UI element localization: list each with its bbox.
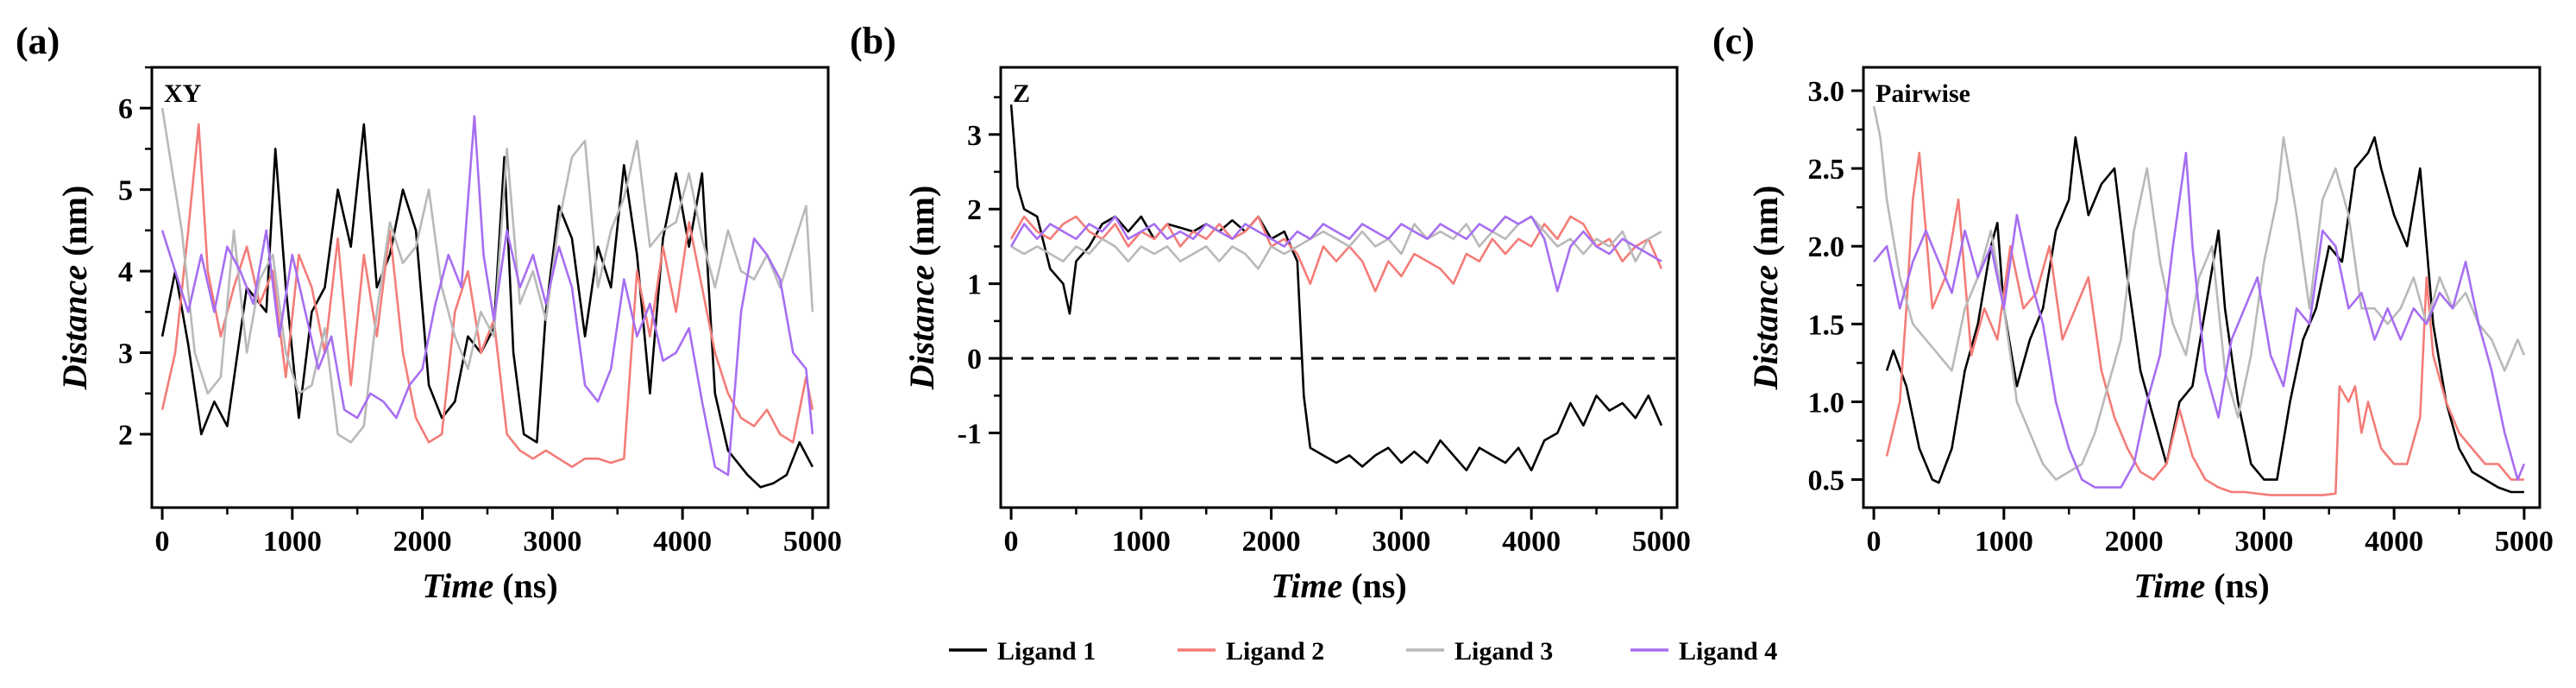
x-tick-label: 4000 (1502, 526, 1561, 558)
y-tick-label: 0.5 (1808, 465, 1845, 497)
y-tick-label: 2.5 (1808, 154, 1845, 186)
y-tick-label: 1 (967, 269, 982, 301)
plot-frame (1862, 66, 2541, 509)
y-axis-title: Distance (nm) (1746, 186, 1785, 391)
series-line-ligand-2 (1009, 215, 1663, 293)
y-tick-label: 5 (118, 175, 133, 207)
x-tick-label: 3000 (523, 526, 581, 558)
legend-label-ligand-2: Ligand 2 (1226, 637, 1324, 666)
y-axis-title-unit: (nm) (1746, 186, 1785, 265)
x-axis-title-italic: Time (422, 566, 493, 605)
y-tick-label: 1.5 (1808, 309, 1845, 341)
x-tick-label: 3000 (1372, 526, 1430, 558)
panel-tag: Pairwise (1875, 79, 1970, 108)
y-tick-label: 4 (118, 256, 133, 288)
series-line-ligand-4 (1009, 215, 1662, 293)
y-axis-title: Distance (nm) (55, 186, 94, 391)
series-group (1872, 105, 2526, 496)
y-axis-title-unit: (nm) (55, 186, 94, 265)
x-axis-title: Time (ns) (1271, 566, 1406, 605)
series-line-ligand-1 (160, 123, 814, 489)
x-tick-label: 2000 (1242, 526, 1301, 558)
panel-label: (a) (16, 20, 60, 62)
y-axis-title-italic: Distance (902, 265, 941, 390)
y-tick-label: 0 (967, 344, 982, 376)
x-tick-label: 0 (1004, 526, 1019, 558)
panel-label: (b) (850, 20, 896, 62)
x-tick-label: 5000 (1632, 526, 1691, 558)
series-line-ligand-1 (1009, 104, 1663, 472)
x-tick-label: 1000 (263, 526, 322, 558)
x-tick-label: 0 (155, 526, 170, 558)
y-tick-label: 3.0 (1808, 76, 1845, 108)
panel-tag: Z (1013, 79, 1030, 108)
series-group (1009, 104, 1663, 472)
series-line-ligand-3 (160, 107, 814, 444)
series-line-ligand-4 (160, 115, 814, 477)
series-line-ligand-3 (1872, 105, 2526, 481)
x-axis-title: Time (ns) (422, 566, 557, 605)
y-tick-label: 6 (118, 93, 133, 125)
x-tick-label: 1000 (1112, 526, 1171, 558)
y-tick-label: 2.0 (1808, 231, 1845, 263)
panel-b: (b) 0 1000 2000 3000 4000 5000 -1 0 1 2 3 Z Time (ns)… (850, 20, 1691, 605)
y-axis-title: Distance (nm) (902, 186, 941, 391)
x-axis-title-unit: (ns) (493, 566, 557, 605)
y-axis-title-italic: Distance (1746, 265, 1785, 390)
panel-tag: XY (164, 79, 202, 108)
x-tick-label: 2000 (393, 526, 452, 558)
x-axis-title: Time (ns) (2133, 566, 2269, 605)
y-tick-label: 2 (967, 194, 982, 226)
x-tick-label: 0 (1867, 526, 1882, 558)
series-line-ligand-3 (1010, 215, 1662, 270)
y-tick-label: 2 (118, 420, 133, 451)
legend-label-ligand-1: Ligand 1 (997, 637, 1096, 666)
series-line-ligand-4 (1873, 151, 2526, 489)
x-axis-title-unit: (ns) (1342, 566, 1406, 605)
legend-label-ligand-3: Ligand 3 (1454, 637, 1553, 666)
series-line-ligand-2 (160, 123, 814, 469)
y-tick-label: -1 (958, 419, 982, 451)
x-tick-label: 4000 (653, 526, 712, 558)
y-tick-label: 1.0 (1808, 387, 1845, 419)
y-axis-title-italic: Distance (55, 265, 94, 390)
x-tick-label: 4000 (2365, 526, 2423, 558)
x-tick-label: 5000 (783, 526, 842, 558)
y-axis-title-unit: (nm) (902, 186, 941, 265)
legend: Ligand 1 Ligand 2 Ligand 3 Ligand 4 (949, 637, 1777, 666)
y-tick-label: 3 (967, 120, 982, 152)
legend-label-ligand-4: Ligand 4 (1679, 637, 1777, 666)
panel-label: (c) (1712, 20, 1755, 62)
x-axis-title-italic: Time (1271, 566, 1342, 605)
series-line-ligand-2 (1885, 151, 2524, 496)
plot-frame (999, 66, 1679, 509)
series-group (160, 107, 814, 489)
series-line-ligand-1 (1885, 136, 2524, 494)
x-tick-label: 1000 (1975, 526, 2033, 558)
x-tick-label: 3000 (2234, 526, 2293, 558)
x-axis-title-italic: Time (2133, 566, 2205, 605)
panel-a: (a) 0 1000 2000 3000 4000 5000 2 3 4 5 6 XY Time (ns)… (16, 20, 842, 605)
x-tick-label: 2000 (2105, 526, 2164, 558)
plot-frame (150, 66, 830, 509)
panel-c: (c) 0 1000 2000 3000 4000 5000 0.5 1.0 1.5 2.0 2.5 3… (1712, 20, 2554, 605)
y-tick-label: 3 (118, 338, 133, 370)
x-tick-label: 5000 (2495, 526, 2554, 558)
x-axis-title-unit: (ns) (2205, 566, 2269, 605)
